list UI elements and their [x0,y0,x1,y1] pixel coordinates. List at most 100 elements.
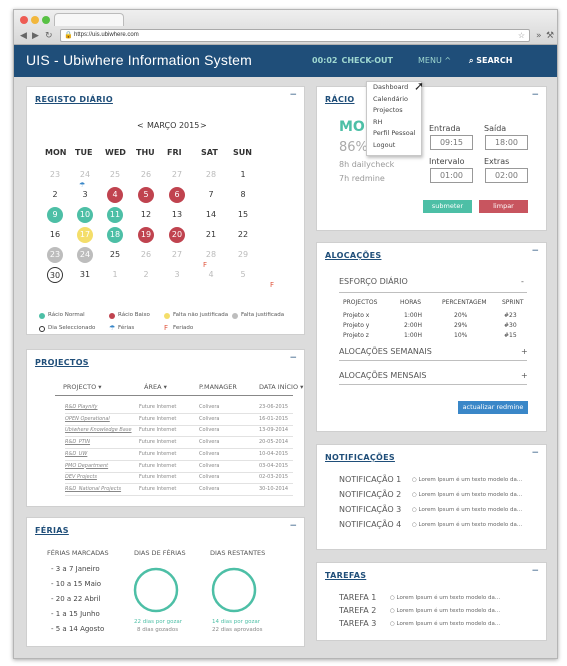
menu-button[interactable]: MENU ^ [418,56,452,65]
calendar-day[interactable]: 14 [205,210,217,219]
calendar-day[interactable]: 16 [49,230,61,239]
entrada-input[interactable]: 09:15 [430,135,473,150]
minimize-icon[interactable]: − [531,566,539,576]
calendar-day[interactable]: 3 [82,190,88,199]
calendar-day[interactable]: 9 [47,207,63,223]
column-header[interactable]: ÁREA ▾ [144,383,167,391]
project-link[interactable]: R&D_UW [65,450,88,457]
search-button[interactable]: ⌕ SEARCH [469,56,512,66]
calendar-day[interactable]: 5 [240,270,246,279]
table-row[interactable]: PMO Department Future Internet Colivera 03-… [27,463,306,474]
notification-item[interactable]: NOTIFICAÇÃO 4 ○ Lorem Ipsum é um texto mo… [317,520,548,532]
calendar-day[interactable]: 20 [169,227,185,243]
minimize-icon[interactable]: − [531,448,539,458]
column-header[interactable]: PROJECTO ▾ [63,383,102,391]
extras-input[interactable]: 02:00 [485,168,528,183]
minimize-icon[interactable]: − [531,246,539,256]
calendar-day[interactable]: 8 [240,190,246,199]
menu-item-0[interactable]: Dashboard [373,83,409,91]
calendar-day[interactable]: 24 [79,170,91,179]
extensions-icon[interactable]: » [536,31,542,41]
calendar-day[interactable]: 4 [208,270,214,279]
project-link[interactable]: DEV Projects [65,474,97,481]
task-item[interactable]: TAREFA 1 ○ Lorem Ipsum é um texto modelo … [317,593,548,605]
calendar-day[interactable]: 28 [205,250,217,259]
calendar-day[interactable]: 1 [112,270,118,279]
table-row[interactable]: R&D_PTIN Future Internet Colivera 20-05-201… [27,439,306,450]
calendar-day[interactable]: 1 [240,170,246,179]
calendar-day[interactable]: 18 [107,227,123,243]
project-link[interactable]: R&D Playnify [65,404,98,410]
task-item[interactable]: TAREFA 3 ○ Lorem Ipsum é um texto modelo … [317,619,548,631]
month-next[interactable]: > [200,121,207,130]
alocacoes-mensais-header[interactable]: ALOCAÇÕES MENSAIS [339,371,427,380]
project-link[interactable]: R&D_National Projects [65,485,122,492]
project-link[interactable]: R&D_PTIN [65,439,91,446]
menu-item-5[interactable]: Logout [373,140,396,149]
notification-item[interactable]: NOTIFICAÇÃO 3 ○ Lorem Ipsum é um texto mo… [317,505,548,517]
calendar-day[interactable]: 22 [237,230,249,239]
alocacoes-semanais-header[interactable]: ALOCAÇÕES SEMANAIS [339,347,432,356]
limpar-button[interactable]: limpar [479,200,528,213]
collapse-icon[interactable]: - [521,277,524,286]
expand-icon[interactable]: + [521,347,528,356]
calendar-day[interactable]: 23 [49,170,61,179]
column-header[interactable]: DATA INÍCIO ▾ [259,383,304,391]
checkout-button[interactable]: 00:02 CHECK-OUT [312,56,393,65]
menu-item-4[interactable]: Perfil Pessoal [373,129,416,137]
calendar-day[interactable]: 25 [109,250,121,259]
project-link[interactable]: Ubiwhere Knowledge Base [65,427,132,434]
maximize-window-icon[interactable] [42,16,50,24]
minimize-icon[interactable]: − [289,90,297,100]
back-icon[interactable]: ◀ [20,31,27,41]
column-header[interactable]: P.MANAGER [199,383,237,391]
calendar-day[interactable]: 28 [205,170,217,179]
calendar-day[interactable]: 25 [109,170,121,179]
calendar-day[interactable]: 10 [77,207,93,223]
calendar-day[interactable]: 7 [208,190,214,199]
calendar-day[interactable]: 23 [47,247,63,263]
calendar-day[interactable]: 15 [237,210,249,219]
forward-icon[interactable]: ▶ [32,31,39,41]
bookmark-star-icon[interactable]: ☆ [517,31,525,40]
table-row[interactable]: R&D Playnify Future Internet Colivera 23-06… [27,404,306,415]
calendar-day[interactable]: 19 [138,227,154,243]
calendar-day[interactable]: 26 [140,250,152,259]
calendar-day[interactable]: 2 [143,270,149,279]
calendar-day[interactable]: 3 [174,270,180,279]
calendar-day[interactable]: 13 [171,210,183,219]
close-window-icon[interactable] [20,16,28,24]
expand-icon[interactable]: + [521,371,528,380]
calendar-day[interactable]: 12 [140,210,152,219]
minimize-icon[interactable]: − [289,353,297,363]
calendar-day[interactable]: 6 [169,187,185,203]
calendar-day[interactable]: 24 [77,247,93,263]
calendar-day[interactable]: 17 [77,227,93,243]
calendar-day[interactable]: 27 [171,250,183,259]
minimize-icon[interactable]: − [531,90,539,100]
calendar-day[interactable]: 29 [237,250,249,259]
project-link[interactable]: OPEN Operational [65,415,110,422]
actualizar-redmine-button[interactable]: actualizar redmine [458,401,528,414]
calendar-day[interactable]: 2 [52,190,58,199]
table-row[interactable]: R&D_UW Future Internet Colivera 10-04-2015 [27,451,306,462]
notification-item[interactable]: NOTIFICAÇÃO 2 ○ Lorem Ipsum é um texto mo… [317,490,548,502]
notification-item[interactable]: NOTIFICAÇÃO 1 ○ Lorem Ipsum é um texto mo… [317,475,548,487]
table-row[interactable]: Ubiwhere Knowledge Base Future Internet Co… [27,427,306,438]
reload-icon[interactable]: ↻ [45,31,53,41]
menu-item-2[interactable]: Projectos [373,106,403,114]
browser-tab[interactable] [54,13,124,26]
calendar-day[interactable]: 26 [140,170,152,179]
address-bar[interactable]: 🔒 https://uis.ubiwhere.com ☆ [60,29,530,42]
calendar-day[interactable]: 30 [47,267,63,283]
menu-item-3[interactable]: RH [373,117,383,126]
month-prev[interactable]: < [137,121,144,130]
minimize-icon[interactable]: − [289,521,297,531]
table-row[interactable]: OPEN Operational Future Internet Colivera 1… [27,416,306,427]
table-row[interactable]: R&D_National Projects Future Internet Coli… [27,486,306,497]
minimize-window-icon[interactable] [31,16,39,24]
table-row[interactable]: DEV Projects Future Internet Colivera 02-03… [27,474,306,485]
calendar-day[interactable]: 4 [107,187,123,203]
wrench-icon[interactable]: ⚒ [546,31,555,41]
calendar-day[interactable]: 11 [107,207,123,223]
